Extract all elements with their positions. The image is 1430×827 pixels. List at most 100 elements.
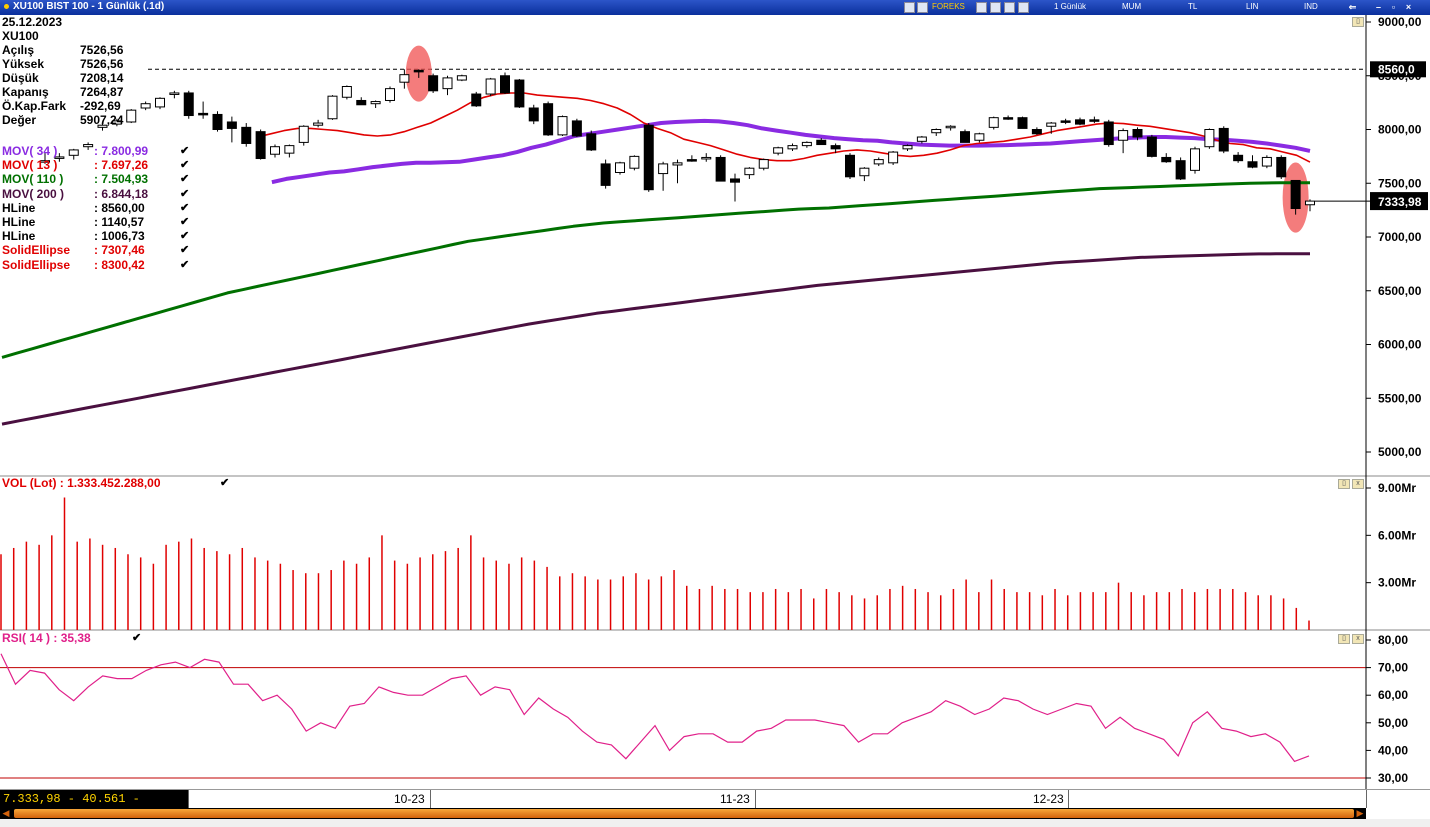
candle-body-up <box>155 97 165 108</box>
indicator-check-icon[interactable]: ✔ <box>180 230 190 243</box>
candle-body-up <box>945 125 956 129</box>
chart-icon[interactable] <box>917 2 928 13</box>
crosshair-icon[interactable] <box>1018 2 1029 13</box>
vol-panel-close-icon[interactable]: x <box>1352 479 1364 489</box>
grid-icon[interactable] <box>976 2 987 13</box>
candle-body-down <box>1060 120 1071 123</box>
chart-type-selector[interactable]: MUM <box>1122 2 1142 11</box>
scroll-thumb[interactable] <box>14 809 1354 818</box>
candle-body-down <box>1161 156 1172 163</box>
indicator-label: SolidEllipse <box>2 257 71 272</box>
candle <box>284 144 295 158</box>
indicator-row[interactable]: MOV( 13 ): 7.697,26 ✔ <box>2 158 189 172</box>
scroll-left-icon[interactable]: ◀ <box>2 808 10 818</box>
rsi-panel-close-icon[interactable]: x <box>1352 634 1364 644</box>
candle-body-up <box>83 144 94 148</box>
indicator-check-icon[interactable]: ✔ <box>180 258 190 271</box>
candle-body-down <box>500 75 510 94</box>
period-selector[interactable]: 1 Günlük <box>1054 2 1087 11</box>
candle <box>945 125 956 131</box>
indicator-check-icon[interactable]: ✔ <box>180 187 190 200</box>
indicator-check-icon[interactable]: ✔ <box>180 159 190 172</box>
candle-body-up <box>97 124 108 128</box>
candle <box>629 155 640 171</box>
moving-average-line <box>1 252 1310 426</box>
indicator-label: MOV( 34 ) <box>2 144 58 158</box>
candle <box>241 123 252 147</box>
candle-body-down <box>514 79 525 108</box>
candle-body-down <box>543 103 554 136</box>
indicator-label: MOV( 110 ) <box>2 172 64 187</box>
chart-canvas[interactable]: 9000,008500,008000,007500,007000,006500,… <box>0 15 1430 789</box>
indicator-row[interactable]: MOV( 34 ): 7.800,99 ✔ <box>2 144 189 158</box>
candle <box>1132 127 1143 141</box>
scale-selector[interactable]: LIN <box>1246 2 1259 11</box>
candle <box>845 153 855 179</box>
bottom-strip <box>0 819 1430 827</box>
x-separator <box>188 790 189 808</box>
save-icon[interactable] <box>990 2 1001 13</box>
arrow-left-icon[interactable]: ⇐ <box>1348 2 1357 12</box>
indicator-value: : 1006,73 <box>94 229 145 244</box>
rsi-panel-restore-icon[interactable]: ▯ <box>1338 634 1350 644</box>
x-separator <box>1366 790 1367 808</box>
candle-body-up <box>270 146 280 155</box>
window-title-bar: XU100 BIST 100 - 1 Günlük (.1d) FOREKS 1… <box>0 0 1430 15</box>
candle-body-up <box>1261 156 1272 167</box>
candle <box>859 167 870 182</box>
indicator-row[interactable]: SolidEllipse: 7307,46 ✔ <box>2 243 189 257</box>
info-row: Açılış 7526,56 <box>2 43 123 57</box>
candle <box>988 116 999 130</box>
candle <box>313 119 324 128</box>
candle-body-down <box>1247 161 1258 168</box>
indicator-check-icon[interactable]: ✔ <box>180 201 190 214</box>
horizontal-scrollbar[interactable]: ◀ ▶ <box>0 808 1366 819</box>
info-row-value: -292,69 <box>80 99 121 113</box>
vol-check-icon[interactable]: ✔ <box>220 477 230 489</box>
candle <box>1161 153 1172 163</box>
pencil-icon[interactable] <box>1004 2 1015 13</box>
price-panel-restore-icon[interactable]: ▯ <box>1352 17 1364 27</box>
indicator-menu[interactable]: IND <box>1304 2 1318 11</box>
candle <box>773 146 784 156</box>
indicator-row[interactable]: MOV( 110 ): 7.504,93 ✔ <box>2 172 189 187</box>
rsi-check-icon[interactable]: ✔ <box>132 632 142 644</box>
indicator-check-icon[interactable]: ✔ <box>180 145 190 157</box>
candle <box>485 77 496 97</box>
candle <box>1290 179 1301 215</box>
candle <box>413 69 424 78</box>
indicator-row[interactable]: HLine: 1006,73 ✔ <box>2 229 189 244</box>
bell-icon[interactable] <box>904 2 915 13</box>
indicator-row[interactable]: MOV( 200 ): 6.844,18 ✔ <box>2 187 189 201</box>
info-row-value: 7208,14 <box>80 71 124 85</box>
info-row-value: 7526,56 <box>80 57 124 71</box>
candle-body-up <box>1204 129 1215 148</box>
info-row: Yüksek 7526,56 <box>2 57 123 71</box>
moving-average-line <box>257 92 1311 163</box>
rsi-tick-label: 30,00 <box>1378 771 1408 785</box>
indicator-check-icon[interactable]: ✔ <box>180 216 190 228</box>
indicator-row[interactable]: HLine: 1140,57 ✔ <box>2 215 189 229</box>
indicator-check-icon[interactable]: ✔ <box>180 173 190 186</box>
indicator-row[interactable]: HLine: 8560,00 ✔ <box>2 201 189 215</box>
candle <box>111 118 122 127</box>
vol-label: VOL (Lot) : 1.333.452.288,00 ✔ <box>2 476 229 490</box>
vol-tick-label: 6.00Mr <box>1378 528 1416 542</box>
minimize-icon[interactable]: – <box>1375 2 1381 12</box>
x-separator <box>755 790 756 808</box>
candle-body-down <box>1017 117 1028 129</box>
crosshair-readout: 7.333,98 - 40.561 - 11:13:52 <box>0 790 188 824</box>
candle-body-up <box>873 159 884 165</box>
indicator-check-icon[interactable]: ✔ <box>180 244 190 257</box>
candle-body-up <box>40 160 50 163</box>
restore-icon[interactable]: ▫ <box>1391 2 1396 12</box>
indicator-row[interactable]: SolidEllipse: 8300,42 ✔ <box>2 257 189 272</box>
vol-panel-restore-icon[interactable]: ▯ <box>1338 479 1350 489</box>
candle-body-up <box>758 159 769 169</box>
close-icon[interactable]: × <box>1405 2 1412 12</box>
currency-selector[interactable]: TL <box>1188 2 1198 11</box>
candle-body-up <box>701 156 712 160</box>
candle-body-down <box>1146 136 1157 157</box>
brand-label: FOREKS <box>932 2 965 11</box>
scroll-right-icon[interactable]: ▶ <box>1356 808 1364 818</box>
